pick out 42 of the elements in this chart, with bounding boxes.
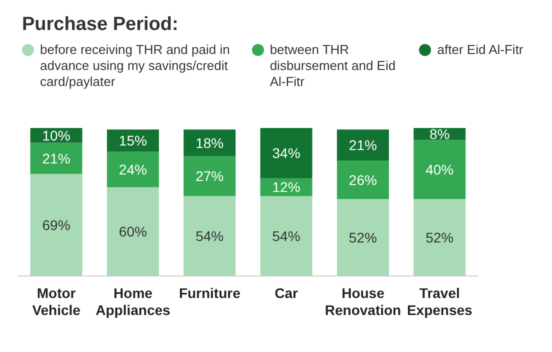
data-label: 69% <box>42 216 70 233</box>
data-label: 15% <box>118 132 147 149</box>
bar <box>106 152 159 188</box>
bar <box>184 156 236 196</box>
data-label: 18% <box>196 134 224 151</box>
data-label: 8% <box>429 126 450 142</box>
legend-label: before receiving THR and paid in advance using my savings/credit card/paylater <box>40 42 231 90</box>
data-label: 21% <box>42 150 70 166</box>
data-label: 40% <box>426 161 454 178</box>
bar <box>336 199 389 276</box>
data-label: 60% <box>118 224 147 240</box>
x-tick-label: Travel Expenses <box>406 285 473 318</box>
chart-title: Purchase Period: <box>22 13 180 36</box>
bar <box>414 199 466 276</box>
bar <box>260 196 312 276</box>
bar <box>414 140 466 200</box>
bar <box>184 129 236 156</box>
bar <box>336 129 389 161</box>
bar <box>184 196 236 276</box>
data-label: 12% <box>272 179 300 196</box>
data-label: 34% <box>272 145 300 162</box>
data-label: 26% <box>348 172 377 188</box>
bar <box>260 128 312 178</box>
bar <box>30 174 82 276</box>
data-label: 52% <box>348 229 377 246</box>
bar <box>106 187 159 276</box>
x-tick-label: Motor Vehicle <box>32 285 81 318</box>
x-tick-label: House Renovation <box>324 285 402 318</box>
data-label: 21% <box>348 136 377 153</box>
data-label: 52% <box>426 229 454 246</box>
legend-label: between THR disbursement and Eid Al-Fitr <box>270 42 397 90</box>
legend-label: after Eid Al-Fitr <box>437 42 524 58</box>
x-tick-label: Furniture <box>178 285 241 301</box>
x-tick-label: Home Appliances <box>96 285 171 318</box>
bar <box>30 142 82 174</box>
data-label: 54% <box>272 228 300 244</box>
bar <box>336 160 389 200</box>
data-label: 10% <box>42 127 70 144</box>
data-label: 27% <box>196 168 224 184</box>
data-label: 54% <box>196 228 224 244</box>
data-label: 24% <box>118 161 147 178</box>
x-tick-label: Car <box>274 285 299 301</box>
